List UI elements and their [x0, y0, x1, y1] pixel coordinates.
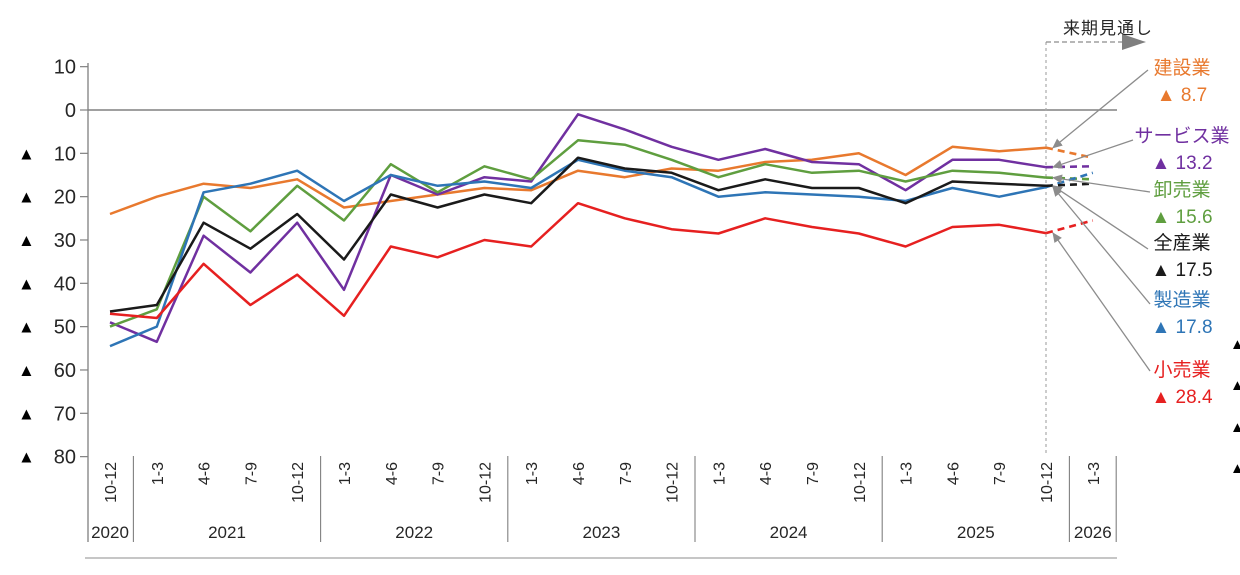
svg-text:▲: ▲ [18, 404, 35, 423]
svg-text:2026: 2026 [1074, 523, 1112, 542]
svg-text:2023: 2023 [582, 523, 620, 542]
svg-text:7-9: 7-9 [805, 462, 822, 485]
svg-text:▲: ▲ [18, 361, 35, 380]
svg-text:10-12: 10-12 [852, 462, 869, 503]
svg-text:70: 70 [54, 403, 76, 425]
svg-text:1-3: 1-3 [524, 462, 541, 485]
svg-text:50: 50 [54, 317, 76, 339]
legend-series-value: ▲ 8.7 [1156, 85, 1208, 106]
svg-text:▲: ▲ [18, 448, 35, 467]
svg-text:▲: ▲ [18, 188, 35, 207]
forecast-annotation-label: 来期見通し [1063, 19, 1153, 38]
svg-text:7-9: 7-9 [992, 462, 1009, 485]
svg-text:10: 10 [54, 143, 76, 165]
svg-text:30: 30 [54, 230, 76, 252]
clipped-triangle-marker: ▲ [1230, 460, 1240, 477]
legend-series-name: 全産業 [1153, 233, 1211, 254]
svg-text:10-12: 10-12 [665, 462, 682, 503]
legend-item-wholesale: 卸売業 ▲ 15.6 [1126, 180, 1238, 228]
legend-item-all-industries: 全産業 ▲ 17.5 [1126, 233, 1238, 281]
svg-text:1-3: 1-3 [1086, 462, 1103, 485]
clipped-triangle-marker: ▲ [1230, 377, 1240, 394]
svg-text:2024: 2024 [770, 523, 808, 542]
legend-series-value: ▲ 28.4 [1151, 387, 1213, 408]
svg-text:7-9: 7-9 [243, 462, 260, 485]
svg-text:1-3: 1-3 [899, 462, 916, 485]
legend-series-name: 建設業 [1153, 58, 1211, 79]
svg-text:2025: 2025 [957, 523, 995, 542]
legend-series-name: 小売業 [1153, 360, 1211, 381]
svg-text:10-12: 10-12 [103, 462, 120, 503]
svg-text:▲: ▲ [18, 274, 35, 293]
svg-text:4-6: 4-6 [197, 462, 214, 485]
legend-series-name: サービス業 [1134, 126, 1230, 147]
svg-text:20: 20 [54, 187, 76, 209]
legend-item-manufacturing: 製造業 ▲ 17.8 [1126, 290, 1238, 338]
clipped-triangle-marker: ▲ [1230, 336, 1240, 353]
svg-text:4-6: 4-6 [384, 462, 401, 485]
svg-text:▲: ▲ [18, 318, 35, 337]
legend-series-name: 卸売業 [1153, 180, 1211, 201]
legend-item-retail: 小売業 ▲ 28.4 [1126, 360, 1238, 408]
svg-text:2020: 2020 [91, 523, 129, 542]
svg-text:10-12: 10-12 [1039, 462, 1056, 503]
svg-text:10-12: 10-12 [290, 462, 307, 503]
svg-text:60: 60 [54, 360, 76, 382]
svg-text:1-3: 1-3 [150, 462, 167, 485]
svg-text:7-9: 7-9 [431, 462, 448, 485]
svg-text:▲: ▲ [18, 144, 35, 163]
legend-series-value: ▲ 17.5 [1151, 260, 1213, 281]
svg-text:4-6: 4-6 [571, 462, 588, 485]
svg-text:0: 0 [65, 100, 76, 122]
svg-text:1-3: 1-3 [337, 462, 354, 485]
svg-text:▲: ▲ [18, 231, 35, 250]
clipped-triangle-marker: ▲ [1230, 419, 1240, 436]
svg-text:2021: 2021 [208, 523, 246, 542]
svg-text:10-12: 10-12 [477, 462, 494, 503]
svg-text:2022: 2022 [395, 523, 433, 542]
svg-text:4-6: 4-6 [758, 462, 775, 485]
legend-item-construction: 建設業 ▲ 8.7 [1126, 58, 1238, 106]
legend-series-value: ▲ 17.8 [1151, 317, 1213, 338]
svg-text:7-9: 7-9 [618, 462, 635, 485]
svg-text:40: 40 [54, 273, 76, 295]
legend-series-name: 製造業 [1153, 290, 1211, 311]
svg-text:1-3: 1-3 [711, 462, 728, 485]
legend-series-value: ▲ 15.6 [1151, 207, 1213, 228]
legend-item-services: サービス業 ▲ 13.2 [1126, 126, 1238, 174]
legend-series-value: ▲ 13.2 [1151, 153, 1213, 174]
svg-text:4-6: 4-6 [945, 462, 962, 485]
svg-text:10: 10 [54, 57, 76, 79]
svg-text:80: 80 [54, 447, 76, 469]
